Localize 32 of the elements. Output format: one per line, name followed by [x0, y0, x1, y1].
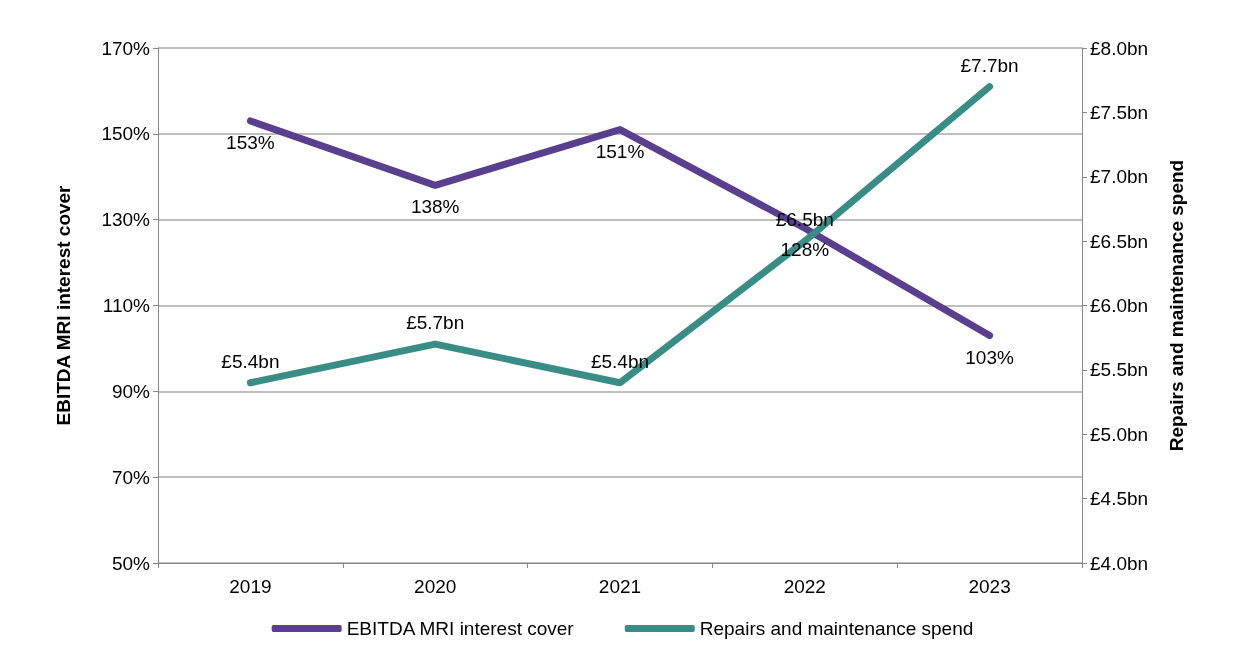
y2-axis-title: Repairs and maintenance spend: [1166, 159, 1187, 452]
y2-tick-label: £4.5bn: [1090, 488, 1149, 510]
y2-tick-label: £7.5bn: [1090, 101, 1149, 123]
y-tick-label: 170%: [101, 37, 151, 59]
x-tick-label: 2022: [783, 576, 826, 597]
y2-tick-label: £5.5bn: [1090, 359, 1149, 381]
data-label: 151%: [595, 140, 645, 162]
y-tick-label: 110%: [102, 295, 151, 316]
y2-tick-label: £4.0bn: [1090, 552, 1149, 574]
y-tick-label: 50%: [111, 552, 151, 574]
y-tick-label: 130%: [101, 209, 151, 231]
legend-label: EBITDA MRI interest cover: [346, 618, 575, 639]
legend-label: Repairs and maintenance spend: [699, 618, 974, 639]
y2-tick-label: £6.5bn: [1090, 230, 1149, 252]
x-tick-label: 2021: [598, 576, 642, 597]
y2-tick-label: £7.0bn: [1090, 166, 1149, 188]
data-label: 153%: [226, 131, 275, 153]
data-label: 103%: [965, 346, 1014, 368]
data-label: £5.7bn: [406, 312, 465, 334]
y-axis-title: EBITDA MRI interest cover: [53, 184, 74, 426]
y2-tick-label: £5.0bn: [1090, 423, 1149, 445]
data-label: 138%: [410, 196, 460, 218]
data-label: £5.4bn: [221, 350, 280, 372]
y-tick-label: 150%: [101, 123, 151, 145]
x-tick-label: 2020: [414, 576, 457, 597]
y2-tick-label: £8.0bn: [1090, 37, 1149, 59]
x-tick-label: 2019: [229, 576, 272, 597]
y-tick-label: 90%: [111, 380, 151, 402]
y2-tick-label: £6.0bn: [1090, 295, 1149, 316]
data-label: £7.7bn: [960, 54, 1019, 76]
x-tick-label: 2023: [968, 576, 1011, 597]
y-tick-label: 70%: [111, 466, 151, 488]
